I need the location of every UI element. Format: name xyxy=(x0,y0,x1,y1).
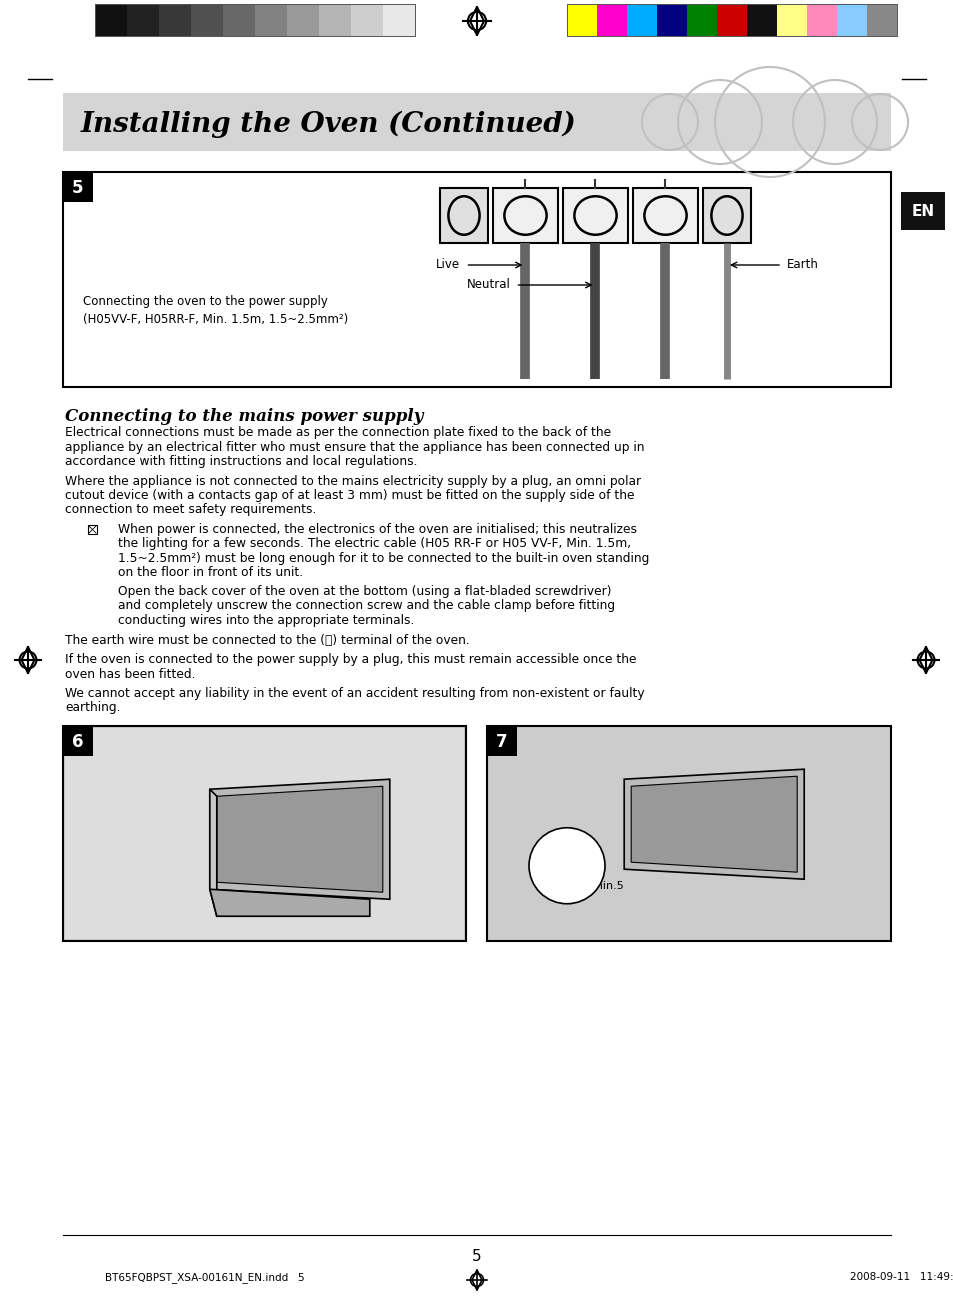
Text: conducting wires into the appropriate terminals.: conducting wires into the appropriate te… xyxy=(118,614,414,628)
Bar xyxy=(746,4,776,35)
Polygon shape xyxy=(623,769,803,880)
Text: on the floor in front of its unit.: on the floor in front of its unit. xyxy=(118,566,303,579)
Polygon shape xyxy=(216,786,382,893)
Bar xyxy=(159,4,191,35)
Text: If the oven is connected to the power supply by a plug, this must remain accessi: If the oven is connected to the power su… xyxy=(65,653,636,666)
Bar xyxy=(191,4,223,35)
Bar xyxy=(65,727,463,939)
Bar xyxy=(566,4,896,35)
Text: 1.5~2.5mm²) must be long enough for it to be connected to the built-in oven stan: 1.5~2.5mm²) must be long enough for it t… xyxy=(118,551,649,565)
Bar xyxy=(254,4,287,35)
Text: min.5: min.5 xyxy=(592,881,623,892)
Text: 5: 5 xyxy=(472,1249,481,1264)
Bar xyxy=(287,4,318,35)
Bar xyxy=(686,4,717,35)
Text: Earth: Earth xyxy=(786,259,818,272)
Bar xyxy=(63,726,465,941)
Bar xyxy=(493,188,558,243)
Bar xyxy=(633,188,698,243)
Polygon shape xyxy=(210,779,390,899)
Bar xyxy=(806,4,836,35)
Bar xyxy=(562,188,627,243)
Text: the lighting for a few seconds. The electric cable (H05 RR-F or H05 VV-F, Min. 1: the lighting for a few seconds. The elec… xyxy=(118,537,631,550)
Bar xyxy=(382,4,415,35)
Bar xyxy=(597,4,626,35)
Text: connection to meet safety requirements.: connection to meet safety requirements. xyxy=(65,503,316,516)
Text: 2008-09-11   11:49:16: 2008-09-11 11:49:16 xyxy=(849,1272,953,1281)
Text: Installing the Oven (Continued): Installing the Oven (Continued) xyxy=(81,110,577,138)
Polygon shape xyxy=(631,776,797,872)
Bar xyxy=(95,4,415,35)
Text: We cannot accept any liability in the event of an accident resulting from non-ex: We cannot accept any liability in the ev… xyxy=(65,687,644,700)
Bar xyxy=(63,172,92,202)
Bar xyxy=(566,4,597,35)
Bar xyxy=(63,93,890,151)
Bar xyxy=(626,4,657,35)
Bar xyxy=(900,192,944,230)
Text: The earth wire must be connected to the (⏚) terminal of the oven.: The earth wire must be connected to the … xyxy=(65,633,469,646)
Text: Where the appliance is not connected to the mains electricity supply by a plug, : Where the appliance is not connected to … xyxy=(65,474,640,487)
Bar xyxy=(776,4,806,35)
Text: Electrical connections must be made as per the connection plate fixed to the bac: Electrical connections must be made as p… xyxy=(65,425,611,439)
Bar xyxy=(318,4,351,35)
Bar xyxy=(88,525,97,534)
Text: Open the back cover of the oven at the bottom (using a flat-bladed screwdriver): Open the back cover of the oven at the b… xyxy=(118,586,611,597)
Text: Connecting the oven to the power supply: Connecting the oven to the power supply xyxy=(83,295,328,309)
Text: appliance by an electrical fitter who must ensure that the appliance has been co: appliance by an electrical fitter who mu… xyxy=(65,440,644,453)
Bar xyxy=(223,4,254,35)
Text: EN: EN xyxy=(910,205,934,219)
Bar xyxy=(127,4,159,35)
Polygon shape xyxy=(210,789,216,916)
Bar xyxy=(486,726,517,756)
Text: (H05VV-F, H05RR-F, Min. 1.5m, 1.5~2.5mm²): (H05VV-F, H05RR-F, Min. 1.5m, 1.5~2.5mm²… xyxy=(83,312,348,326)
Text: Connecting to the mains power supply: Connecting to the mains power supply xyxy=(65,408,423,425)
Text: 5: 5 xyxy=(72,179,84,197)
Text: cutout device (with a contacts gap of at least 3 mm) must be fitted on the suppl: cutout device (with a contacts gap of at… xyxy=(65,488,634,502)
Bar xyxy=(657,4,686,35)
Circle shape xyxy=(529,827,604,903)
Bar xyxy=(702,188,750,243)
Text: accordance with fitting instructions and local regulations.: accordance with fitting instructions and… xyxy=(65,456,417,467)
Bar xyxy=(63,172,890,387)
Text: oven has been fitted.: oven has been fitted. xyxy=(65,667,195,680)
Bar xyxy=(486,726,890,941)
Bar xyxy=(439,188,488,243)
Text: earthing.: earthing. xyxy=(65,701,120,714)
Bar xyxy=(836,4,866,35)
Bar xyxy=(717,4,746,35)
Bar xyxy=(63,726,92,756)
Text: 6: 6 xyxy=(72,733,84,751)
Text: and completely unscrew the connection screw and the cable clamp before fitting: and completely unscrew the connection sc… xyxy=(118,600,615,612)
Bar xyxy=(866,4,896,35)
Bar xyxy=(95,4,127,35)
Text: When power is connected, the electronics of the oven are initialised; this neutr: When power is connected, the electronics… xyxy=(118,523,637,536)
Text: Live: Live xyxy=(436,259,460,272)
Text: Neutral: Neutral xyxy=(466,278,510,291)
Text: 7: 7 xyxy=(496,733,507,751)
Bar xyxy=(351,4,382,35)
Text: BT65FQBPST_XSA-00161N_EN.indd   5: BT65FQBPST_XSA-00161N_EN.indd 5 xyxy=(105,1272,304,1283)
Polygon shape xyxy=(210,889,370,916)
